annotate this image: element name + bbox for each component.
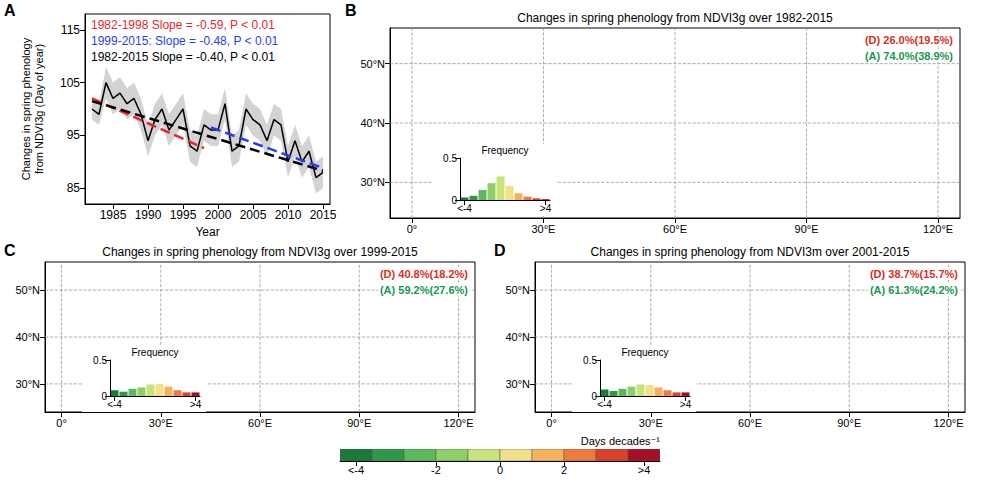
svg-text:from NDVI3g (Day of year): from NDVI3g (Day of year) bbox=[33, 44, 45, 174]
svg-text:50°N: 50°N bbox=[360, 58, 385, 70]
svg-text:60°E: 60°E bbox=[663, 223, 687, 235]
svg-text:1985: 1985 bbox=[100, 208, 127, 222]
svg-text:<-4: <-4 bbox=[457, 203, 472, 214]
svg-text:0°: 0° bbox=[546, 417, 557, 429]
svg-text:Frequency: Frequency bbox=[131, 347, 178, 358]
svg-text:40°N: 40°N bbox=[505, 331, 530, 343]
svg-text:Frequency: Frequency bbox=[481, 145, 528, 156]
svg-text:2015: 2015 bbox=[310, 208, 337, 222]
svg-text:120°E: 120°E bbox=[443, 417, 473, 429]
svg-text:50°N: 50°N bbox=[505, 284, 530, 296]
svg-text:50°N: 50°N bbox=[15, 284, 40, 296]
svg-text:(D) 38.7%(15.7%): (D) 38.7%(15.7%) bbox=[870, 268, 958, 280]
svg-text:C: C bbox=[4, 242, 16, 259]
svg-text:0: 0 bbox=[451, 194, 457, 206]
svg-text:>4: >4 bbox=[540, 203, 552, 214]
svg-text:0.5: 0.5 bbox=[583, 355, 597, 366]
svg-text:115: 115 bbox=[61, 23, 80, 37]
svg-text:30°E: 30°E bbox=[149, 417, 173, 429]
svg-text:<-4: <-4 bbox=[348, 464, 364, 476]
svg-text:2: 2 bbox=[561, 464, 567, 476]
svg-text:>4: >4 bbox=[680, 399, 692, 410]
svg-text:0.5: 0.5 bbox=[443, 153, 457, 164]
svg-text:40°N: 40°N bbox=[360, 117, 385, 129]
svg-text:<-4: <-4 bbox=[107, 399, 122, 410]
svg-text:-2: -2 bbox=[431, 464, 441, 476]
svg-text:2010: 2010 bbox=[275, 208, 302, 222]
svg-text:(A) 74.0%(38.9%): (A) 74.0%(38.9%) bbox=[865, 50, 953, 62]
svg-text:Frequency: Frequency bbox=[621, 347, 668, 358]
svg-text:(D) 26.0%(19.5%): (D) 26.0%(19.5%) bbox=[865, 34, 953, 46]
svg-text:1995: 1995 bbox=[170, 208, 197, 222]
svg-text:0.5: 0.5 bbox=[93, 355, 107, 366]
svg-text:Changes in spring phenology fr: Changes in spring phenology from NDVI3m … bbox=[591, 245, 910, 259]
svg-text:0: 0 bbox=[497, 464, 503, 476]
svg-text:30°E: 30°E bbox=[531, 223, 555, 235]
svg-text:40°N: 40°N bbox=[15, 331, 40, 343]
svg-text:1999-2015: Slope = -0.48, P <: 1999-2015: Slope = -0.48, P < 0.01 bbox=[91, 34, 279, 48]
svg-text:85: 85 bbox=[67, 181, 81, 195]
svg-text:0°: 0° bbox=[407, 223, 418, 235]
svg-text:Changes in spring phenology: Changes in spring phenology bbox=[20, 37, 32, 180]
svg-text:Days decades⁻¹: Days decades⁻¹ bbox=[581, 435, 661, 447]
svg-text:90°E: 90°E bbox=[795, 223, 819, 235]
svg-text:(A) 61.3%(24.2%): (A) 61.3%(24.2%) bbox=[870, 284, 958, 296]
svg-text:<-4: <-4 bbox=[597, 399, 612, 410]
svg-text:D: D bbox=[494, 242, 506, 259]
svg-text:2000: 2000 bbox=[205, 208, 232, 222]
svg-text:120°E: 120°E bbox=[923, 223, 953, 235]
svg-text:2005: 2005 bbox=[240, 208, 267, 222]
svg-text:1990: 1990 bbox=[135, 208, 162, 222]
svg-text:105: 105 bbox=[60, 76, 80, 90]
svg-text:(A) 59.2%(27.6%): (A) 59.2%(27.6%) bbox=[380, 284, 468, 296]
svg-text:Changes in spring phenology fr: Changes in spring phenology from NDVI3g … bbox=[102, 245, 418, 259]
svg-text:120°E: 120°E bbox=[933, 417, 963, 429]
svg-text:90°E: 90°E bbox=[837, 417, 861, 429]
svg-text:60°E: 60°E bbox=[248, 417, 272, 429]
svg-text:Changes in spring phenology fr: Changes in spring phenology from NDVI3g … bbox=[517, 11, 833, 25]
svg-text:(D) 40.8%(18.2%): (D) 40.8%(18.2%) bbox=[380, 268, 468, 280]
svg-text:30°E: 30°E bbox=[639, 417, 663, 429]
svg-text:1982-1998 Slope = -0.59, P < 0: 1982-1998 Slope = -0.59, P < 0.01 bbox=[91, 18, 275, 32]
svg-text:0: 0 bbox=[591, 390, 597, 402]
svg-text:30°N: 30°N bbox=[15, 378, 40, 390]
svg-text:30°N: 30°N bbox=[505, 378, 530, 390]
svg-text:0: 0 bbox=[101, 390, 107, 402]
svg-text:>4: >4 bbox=[638, 464, 651, 476]
svg-text:Year: Year bbox=[195, 225, 219, 239]
svg-text:95: 95 bbox=[67, 128, 81, 142]
svg-text:30°N: 30°N bbox=[360, 176, 385, 188]
svg-text:A: A bbox=[4, 2, 16, 19]
svg-text:1982-2015 Slope = -0.40, P < 0: 1982-2015 Slope = -0.40, P < 0.01 bbox=[91, 50, 275, 64]
svg-text:0°: 0° bbox=[56, 417, 67, 429]
svg-text:>4: >4 bbox=[190, 399, 202, 410]
svg-text:90°E: 90°E bbox=[347, 417, 371, 429]
svg-text:60°E: 60°E bbox=[738, 417, 762, 429]
svg-text:B: B bbox=[345, 2, 357, 19]
